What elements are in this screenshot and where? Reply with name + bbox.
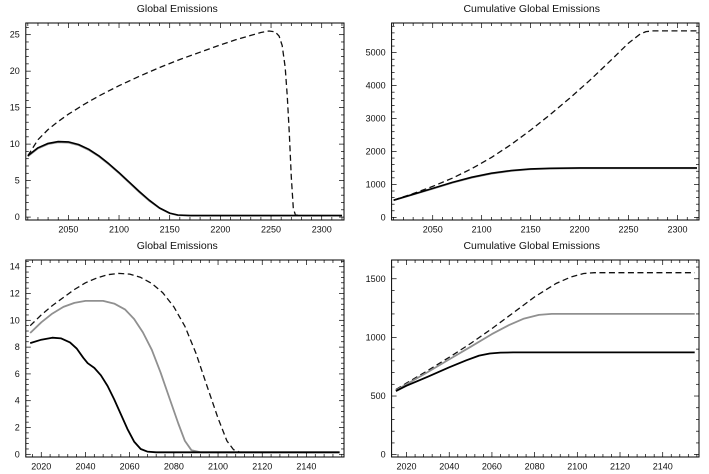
x-tick-label: 2120 bbox=[252, 462, 272, 472]
y-tick-label: 4 bbox=[15, 396, 20, 406]
y-tick-label: 2000 bbox=[365, 146, 385, 156]
x-tick-label: 2060 bbox=[120, 462, 140, 472]
plot-frame bbox=[25, 22, 345, 221]
y-tick-label: 25 bbox=[10, 30, 20, 40]
x-tick-label: 2080 bbox=[524, 462, 544, 472]
chart-global-emissions-long: Global Emissions 2050 2100 2150 2200 2250 230… bbox=[0, 0, 355, 237]
chart-title: Global Emissions bbox=[136, 3, 218, 15]
series-baseline-dashed bbox=[395, 272, 695, 391]
chart-canvas: 2050 2100 2150 2200 2250 2300 0 5 10 15 20 25 bbox=[10, 22, 345, 235]
series-scenario-gray bbox=[29, 300, 340, 454]
series-scenario-black bbox=[394, 351, 695, 392]
x-tick-label: 2020 bbox=[396, 462, 416, 472]
x-tick-label: 2300 bbox=[667, 225, 687, 235]
x-tick-label: 2050 bbox=[58, 225, 78, 235]
y-tick-label: 1000 bbox=[365, 332, 385, 342]
x-tick-label: 2100 bbox=[567, 462, 587, 472]
series-scenario-gray bbox=[27, 141, 342, 217]
chart-canvas: 2050 2100 2150 2200 2250 2300 0 1000 2000 3000 400… bbox=[365, 22, 699, 235]
chart-title: Global Emissions bbox=[136, 240, 218, 252]
x-tick-label: 2060 bbox=[481, 462, 501, 472]
chart-cumulative-emissions-long: Cumulative Global Emissions 2050 2100 2150… bbox=[355, 0, 709, 237]
y-tick-label: 10 bbox=[10, 315, 20, 325]
plot-area-global-emissions-short: 2020 2040 2060 2080 2100 2120 2140 0 2 4 6 8 10 12 14 bbox=[2, 253, 353, 474]
plot-frame bbox=[25, 259, 345, 458]
y-tick-label: 500 bbox=[370, 391, 385, 401]
y-tick-label: 4000 bbox=[365, 81, 385, 91]
y-tick-label: 14 bbox=[10, 262, 20, 272]
y-tick-label: 6 bbox=[15, 369, 20, 379]
y-tick-label: 0 bbox=[380, 450, 385, 460]
x-tick-label: 2200 bbox=[569, 225, 589, 235]
y-tick-label: 8 bbox=[15, 342, 20, 352]
x-tick-label: 2140 bbox=[652, 462, 672, 472]
x-tick-label: 2150 bbox=[160, 225, 180, 235]
chart-title: Cumulative Global Emissions bbox=[463, 3, 601, 15]
x-tick-label: 2020 bbox=[31, 462, 51, 472]
y-tick-label: 1500 bbox=[365, 274, 385, 284]
y-tick-label: 3000 bbox=[365, 114, 385, 124]
y-tick-label: 20 bbox=[10, 66, 20, 76]
series-scenario-gray bbox=[394, 313, 695, 392]
y-tick-label: 1000 bbox=[365, 179, 385, 189]
x-tick-label: 2100 bbox=[471, 225, 491, 235]
chart-cumulative-emissions-short: Cumulative Global Emissions 2020 2040 2060… bbox=[355, 237, 709, 474]
x-tick-label: 2200 bbox=[210, 225, 230, 235]
y-tick-label: 0 bbox=[15, 449, 20, 459]
x-tick-label: 2120 bbox=[609, 462, 629, 472]
series-scenario-black bbox=[29, 336, 340, 454]
series-baseline-dashed bbox=[392, 30, 697, 201]
series-scenario-black bbox=[392, 167, 697, 201]
series-baseline-dashed bbox=[29, 272, 340, 453]
y-tick-label: 10 bbox=[10, 139, 20, 149]
x-tick-label: 2080 bbox=[164, 462, 184, 472]
chart-title: Cumulative Global Emissions bbox=[463, 240, 601, 252]
chart-global-emissions-short: Global Emissions 2020 2040 2060 2080 2100 212… bbox=[0, 237, 355, 474]
x-tick-label: 2300 bbox=[312, 225, 332, 235]
y-tick-label: 0 bbox=[15, 212, 20, 222]
plot-frame bbox=[390, 259, 699, 458]
y-tick-label: 12 bbox=[10, 289, 20, 299]
x-tick-label: 2100 bbox=[208, 462, 228, 472]
y-tick-label: 5000 bbox=[365, 48, 385, 58]
y-tick-label: 2 bbox=[15, 423, 20, 433]
x-tick-label: 2040 bbox=[75, 462, 95, 472]
plot-area-cumulative-emissions-short: 2020 2040 2060 2080 2100 2120 2140 0 500 1000 1500 bbox=[357, 253, 708, 474]
plot-area-cumulative-emissions-long: 2050 2100 2150 2200 2250 2300 0 1000 2000 3000 400… bbox=[357, 16, 708, 237]
chart-canvas: 2020 2040 2060 2080 2100 2120 2140 0 500 1000 1500 bbox=[365, 259, 699, 472]
x-tick-label: 2040 bbox=[439, 462, 459, 472]
series-baseline-dashed bbox=[27, 30, 342, 217]
x-tick-label: 2150 bbox=[520, 225, 540, 235]
x-tick-label: 2250 bbox=[618, 225, 638, 235]
plot-area-global-emissions-long: 2050 2100 2150 2200 2250 2300 0 5 10 15 20 25 bbox=[2, 16, 353, 237]
chart-canvas: 2020 2040 2060 2080 2100 2120 2140 0 2 4 6 8 10 12 14 bbox=[10, 259, 345, 472]
series-scenario-black bbox=[27, 140, 342, 217]
y-tick-label: 5 bbox=[15, 176, 20, 186]
plot-frame bbox=[390, 22, 699, 221]
x-tick-label: 2140 bbox=[296, 462, 316, 472]
y-tick-label: 0 bbox=[380, 212, 385, 222]
y-tick-label: 15 bbox=[10, 103, 20, 113]
x-tick-label: 2250 bbox=[261, 225, 281, 235]
x-tick-label: 2050 bbox=[422, 225, 442, 235]
x-tick-label: 2100 bbox=[109, 225, 129, 235]
